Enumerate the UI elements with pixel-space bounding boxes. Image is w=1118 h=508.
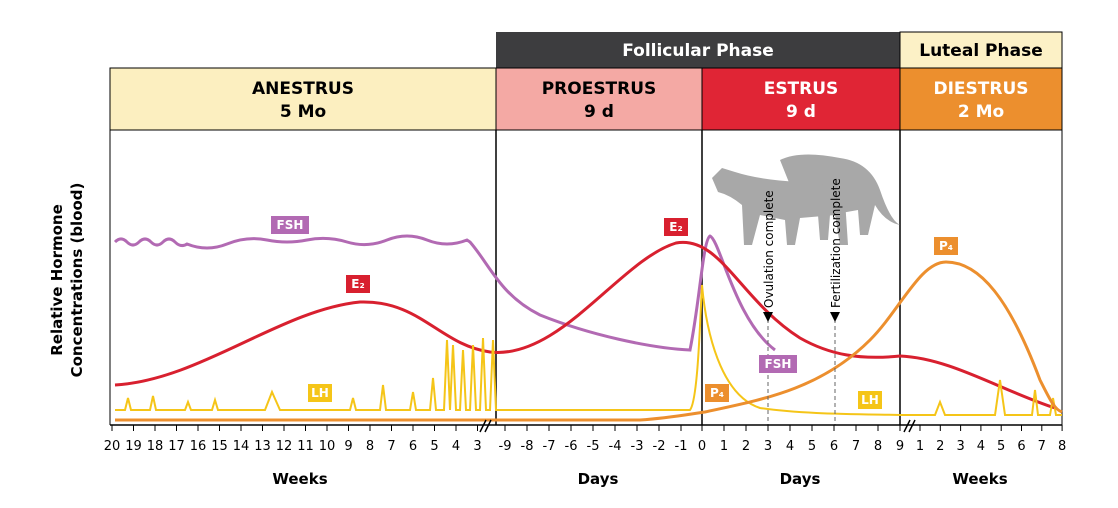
stage-box [109,67,497,131]
tick-label: 9 [896,439,904,454]
tick-label: 11 [297,439,314,454]
stage-name: ESTRUS [764,79,839,99]
tick-label: 17 [168,439,185,454]
arrow [763,312,773,322]
hormone-label: LH [861,393,879,407]
x-axis-label: Weeks [272,470,327,488]
tick-label: -2 [653,439,666,454]
tick-label: 6 [409,439,417,454]
tick-label: -4 [609,439,622,454]
tick-label: 5 [808,439,816,454]
stage-duration: 9 d [786,102,816,122]
tick-label: 19 [125,439,142,454]
stage-name: PROESTRUS [542,79,657,99]
phase-label: Luteal Phase [919,41,1043,61]
hormone-label: E₂ [351,277,364,291]
stage-name: ANESTRUS [252,79,354,99]
lh-curve [115,284,1062,416]
tick-label: 5 [430,439,438,454]
tick-label: 18 [147,439,164,454]
y-axis-label: Concentrations (blood) [68,183,86,378]
hormone-label-box [934,237,958,255]
hormone-label: FSH [765,357,792,371]
tick-label: 15 [211,439,228,454]
tick-label: -3 [631,439,644,454]
tick-label: 8 [366,439,374,454]
hormone-label: P₄ [710,386,724,400]
hormone-label-box [346,275,370,293]
stage-box [701,67,901,131]
tick-label: 2 [742,439,750,454]
tick-label: -8 [521,439,534,454]
hormone-label: LH [311,386,329,400]
tick-label: 16 [190,439,207,454]
hormone-label: E₂ [669,220,682,234]
hormone-label-box [664,218,688,236]
tick-label: -5 [587,439,600,454]
tick-label: 1 [720,439,728,454]
tick-label: 6 [1017,439,1025,454]
hormone-labels: FSH E₂ LH E₂ FSH P₄ LH P₄ [271,216,958,409]
stage-name: DIESTRUS [933,79,1028,99]
tick-label: -6 [565,439,578,454]
stage-box [899,67,1063,131]
tick-label: 7 [1038,439,1046,454]
tick-label: 4 [786,439,794,454]
stage-duration: 5 Mo [280,102,326,122]
tick-label: 9 [344,439,352,454]
tick-label: -7 [543,439,556,454]
hormone-label-box [858,391,882,409]
hormone-label-box [271,216,309,234]
tick-label: 0 [698,439,706,454]
tick-label: 12 [276,439,293,454]
hormone-label-box [759,355,797,373]
p4-curve [115,260,1063,422]
hormone-label: FSH [277,218,304,232]
tick-label: 4 [977,439,985,454]
tick-label: -9 [499,439,512,454]
tick-label: 4 [452,439,460,454]
hormone-label: P₄ [939,239,953,253]
axis-break [479,419,916,433]
tick-label: 2 [936,439,944,454]
hormone-label-box [308,384,332,402]
x-axis-label: Days [780,470,821,488]
stage-duration: 9 d [584,102,614,122]
tick-label: 20 [104,439,121,454]
tick-label: 1 [916,439,924,454]
tick-label: 8 [1058,439,1066,454]
tick-label: 3 [473,439,481,454]
stage-box [495,67,703,131]
stage-duration: 2 Mo [958,102,1004,122]
phase-box [496,32,900,68]
e2-curve [114,240,1056,410]
tick-label: 8 [874,439,882,454]
tick-label: 10 [319,439,336,454]
ticks: 20 19 18 17 16 15 14 13 12 11 10 9 8 7 6 5 4 3 -9 -8 -7 -6 -5-… [104,425,1066,454]
annotation: Fertilization complete [829,178,843,308]
phase-label: Follicular Phase [622,41,774,61]
arrow [830,312,840,322]
tick-label: 5 [997,439,1005,454]
tick-label: 14 [233,439,250,454]
dog-silhouette [712,154,900,245]
tick-label: 13 [254,439,271,454]
tick-label: 3 [956,439,964,454]
hormone-label-box [705,384,729,402]
tick-label: 7 [852,439,860,454]
tick-label: -1 [675,439,688,454]
phase-box [899,31,1063,69]
x-axis-label: Weeks [952,470,1007,488]
tick-label: 6 [830,439,838,454]
x-axis-label: Days [578,470,619,488]
tick-label: 3 [764,439,772,454]
annotation: Ovulation complete [762,190,776,308]
fsh-curve [113,234,776,352]
tick-label: 7 [387,439,395,454]
y-axis-label: Relative Hormone [48,204,66,356]
